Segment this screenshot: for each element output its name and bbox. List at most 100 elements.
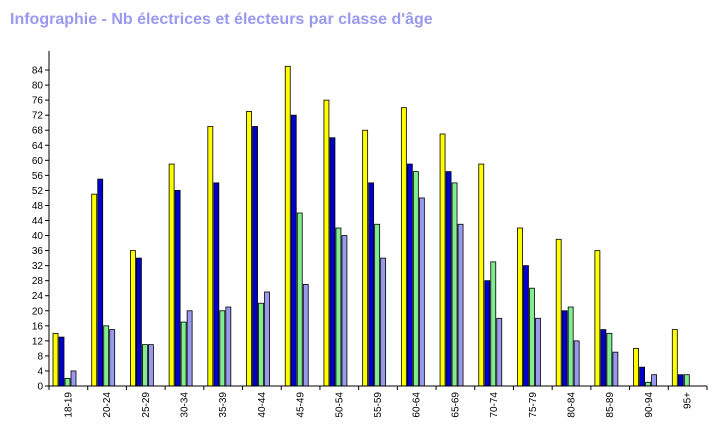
x-tick-label-65-69: 65-69 xyxy=(450,392,461,418)
bar-80-84-s3 xyxy=(567,306,574,387)
bar-30-34-s3 xyxy=(180,321,187,387)
bar-25-29-s2 xyxy=(136,257,142,387)
y-tick-label: 80 xyxy=(32,81,44,92)
y-tick-label: 0 xyxy=(37,382,43,393)
x-tick-label-30-34: 30-34 xyxy=(179,392,190,418)
bar-20-24-s1 xyxy=(91,193,98,387)
bar-65-69-s3 xyxy=(451,182,458,387)
y-tick-label: 40 xyxy=(32,231,44,242)
y-tick-label: 36 xyxy=(32,246,44,257)
bar-50-54-s1 xyxy=(323,99,330,387)
x-tick-label-25-29: 25-29 xyxy=(141,392,152,418)
bar-18-19-s4 xyxy=(70,370,77,387)
bar-30-34-s4 xyxy=(186,310,193,387)
bar-20-24-s3 xyxy=(103,325,110,387)
bar-35-39-s4 xyxy=(225,306,232,387)
bar-95+-s3 xyxy=(683,374,690,387)
bar-25-29-s1 xyxy=(130,250,136,387)
bar-70-74-s3 xyxy=(490,261,497,387)
x-tick-label-80-84: 80-84 xyxy=(567,392,578,418)
y-tick-label: 12 xyxy=(32,336,44,347)
x-tick-label-60-64: 60-64 xyxy=(412,392,423,418)
bar-60-64-s4 xyxy=(418,197,425,387)
y-tick-label: 60 xyxy=(32,156,44,167)
y-tick-label: 52 xyxy=(32,186,44,197)
bar-20-24-s4 xyxy=(109,329,116,387)
bar-60-64-s3 xyxy=(412,171,419,387)
y-tick-label: 72 xyxy=(32,111,44,122)
bar-85-89-s3 xyxy=(606,332,613,387)
bar-40-44-s3 xyxy=(258,302,264,387)
bar-95+-s2 xyxy=(677,374,684,387)
bar-75-79-s3 xyxy=(529,287,535,387)
x-tick-label-45-49: 45-49 xyxy=(296,392,307,418)
x-tick-label-55-59: 55-59 xyxy=(373,392,384,418)
bar-25-29-s3 xyxy=(142,344,148,387)
bar-60-64-s1 xyxy=(400,107,407,387)
bar-75-79-s1 xyxy=(517,227,523,387)
bar-45-49-s4 xyxy=(302,284,309,387)
bar-45-49-s1 xyxy=(284,65,291,387)
bar-70-74-s4 xyxy=(496,317,503,387)
bar-65-69-s4 xyxy=(457,223,464,387)
y-tick-label: 84 xyxy=(32,66,44,77)
bar-50-54-s4 xyxy=(341,235,348,387)
bar-18-19-s1 xyxy=(52,332,59,387)
x-tick-label-50-54: 50-54 xyxy=(334,392,345,418)
bar-18-19-s2 xyxy=(58,336,65,387)
bar-55-59-s4 xyxy=(380,257,387,387)
bar-30-34-s1 xyxy=(168,163,175,387)
y-tick-label: 20 xyxy=(32,306,44,317)
bar-80-84-s2 xyxy=(561,310,568,387)
y-tick-label: 28 xyxy=(32,276,44,287)
bar-75-79-s4 xyxy=(535,317,541,387)
x-tick-label-35-39: 35-39 xyxy=(218,392,229,418)
x-tick-label-85-89: 85-89 xyxy=(605,392,616,418)
bar-85-89-s4 xyxy=(612,351,619,387)
axes-layer: 0481216202428323640444852566064687276808… xyxy=(32,51,708,418)
bar-35-39-s1 xyxy=(207,126,214,387)
bar-90-94-s4 xyxy=(651,374,657,387)
bar-45-49-s2 xyxy=(290,114,297,387)
bar-55-59-s2 xyxy=(368,182,375,387)
bar-85-89-s2 xyxy=(600,329,607,387)
bar-95+-s1 xyxy=(671,329,678,387)
y-tick-label: 32 xyxy=(32,261,44,272)
y-tick-label: 16 xyxy=(32,321,44,332)
chart-title: Infographie - Nb électrices et électeurs… xyxy=(10,11,433,28)
bar-90-94-s1 xyxy=(633,347,639,387)
bar-80-84-s1 xyxy=(555,238,562,387)
bars-layer xyxy=(52,65,690,387)
x-tick-label-70-74: 70-74 xyxy=(489,392,500,418)
bar-25-29-s4 xyxy=(148,344,154,387)
y-tick-label: 48 xyxy=(32,201,44,212)
bar-50-54-s3 xyxy=(335,227,342,387)
x-tick-label-20-24: 20-24 xyxy=(102,392,113,418)
bar-35-39-s3 xyxy=(219,310,226,387)
bar-40-44-s1 xyxy=(246,111,252,387)
bar-60-64-s2 xyxy=(406,163,413,387)
y-tick-label: 56 xyxy=(32,171,44,182)
bar-50-54-s2 xyxy=(329,137,336,387)
bar-55-59-s1 xyxy=(362,129,369,387)
bar-65-69-s1 xyxy=(439,133,446,387)
bar-40-44-s4 xyxy=(264,291,270,387)
x-tick-label-90-94: 90-94 xyxy=(644,392,655,418)
bar-45-49-s3 xyxy=(296,212,303,387)
bar-55-59-s3 xyxy=(374,223,381,387)
bar-65-69-s2 xyxy=(445,171,452,387)
y-tick-label: 76 xyxy=(32,96,44,107)
bar-75-79-s2 xyxy=(523,265,529,387)
y-tick-label: 64 xyxy=(32,141,44,152)
y-tick-label: 8 xyxy=(37,351,43,362)
bar-40-44-s2 xyxy=(252,126,258,387)
bar-20-24-s2 xyxy=(97,178,104,387)
bar-90-94-s3 xyxy=(645,381,651,387)
y-tick-label: 4 xyxy=(37,366,43,377)
x-tick-label-95+: 95+ xyxy=(683,392,694,409)
x-tick-label-75-79: 75-79 xyxy=(528,392,539,418)
x-tick-label-40-44: 40-44 xyxy=(257,392,268,418)
x-tick-label-18-19: 18-19 xyxy=(63,392,74,418)
bar-70-74-s1 xyxy=(478,163,485,387)
